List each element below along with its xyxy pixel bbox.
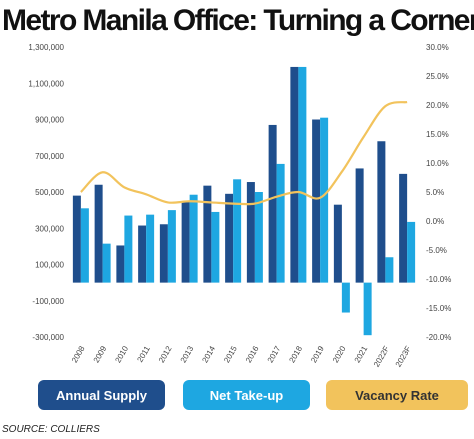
bar-annual-supply — [116, 245, 125, 283]
bar-net-takeup — [320, 117, 329, 283]
right-tick-label: 20.0% — [426, 101, 449, 110]
right-tick-label: 15.0% — [426, 130, 449, 139]
bar-net-takeup — [276, 163, 285, 283]
left-tick-label: 1,300,000 — [28, 43, 64, 52]
legend-vacancy-rate: Vacancy Rate — [326, 380, 468, 410]
bar-net-takeup — [167, 210, 176, 283]
bar-net-takeup — [80, 208, 89, 283]
vacancy-line-group — [80, 101, 408, 206]
chart-title: Metro Manila Office: Turning a Corner — [2, 4, 474, 37]
bar-net-takeup — [211, 211, 220, 283]
x-tick-label: 2018 — [287, 344, 304, 364]
x-tick-label: 2020 — [331, 344, 348, 364]
x-tick-label: 2008 — [70, 344, 87, 364]
bar-net-takeup — [254, 192, 263, 283]
left-tick-label: 900,000 — [35, 116, 64, 125]
left-tick-label: -100,000 — [32, 297, 64, 306]
x-tick-label: 2011 — [135, 344, 152, 364]
bar-annual-supply — [399, 173, 408, 283]
right-tick-label: -20.0% — [426, 333, 451, 342]
bar-annual-supply — [159, 224, 168, 283]
x-tick-label: 2013 — [179, 344, 196, 364]
bar-annual-supply — [268, 124, 277, 283]
x-tick-label: 2009 — [92, 344, 109, 364]
bar-annual-supply — [246, 182, 255, 283]
x-tick-label: 2010 — [113, 344, 130, 364]
bar-net-takeup — [407, 221, 416, 283]
right-tick-label: -10.0% — [426, 275, 451, 284]
left-tick-label: 700,000 — [35, 152, 64, 161]
bar-net-takeup — [146, 214, 155, 283]
bar-net-takeup — [298, 66, 307, 283]
bar-net-takeup — [385, 257, 394, 283]
x-tick-label: 2017 — [266, 344, 283, 364]
source-note: SOURCE: COLLIERS — [2, 424, 100, 435]
x-tick-label: 2012 — [157, 344, 174, 364]
right-tick-label: 0.0% — [426, 217, 444, 226]
bar-annual-supply — [94, 184, 103, 283]
bar-annual-supply — [181, 201, 190, 283]
x-tick-label: 2014 — [200, 344, 217, 364]
x-tick-label: 2022F — [372, 344, 391, 368]
bar-net-takeup — [341, 282, 350, 313]
bar-net-takeup — [233, 179, 242, 283]
bar-annual-supply — [312, 119, 321, 283]
x-axis-labels: 2008 2009 2010 2011 2012 2013 2014 2015 2016 2017… — [70, 344, 413, 369]
right-tick-label: -15.0% — [426, 304, 451, 313]
bar-annual-supply — [290, 66, 299, 283]
right-tick-label: 25.0% — [426, 72, 449, 81]
right-axis-ticks: 30.0% 25.0% 20.0% 15.0% 10.0% 5.0% 0.0% -5.0% -1… — [426, 43, 451, 342]
bar-annual-supply — [72, 195, 81, 283]
bars-group — [72, 66, 416, 336]
bar-net-takeup — [363, 282, 372, 336]
left-tick-label: 500,000 — [35, 188, 64, 197]
bar-net-takeup — [189, 194, 198, 283]
left-tick-label: -300,000 — [32, 333, 64, 342]
right-tick-label: 30.0% — [426, 43, 449, 52]
legend-annual-supply: Annual Supply — [38, 380, 165, 410]
right-tick-label: -5.0% — [426, 246, 447, 255]
left-tick-label: 100,000 — [35, 261, 64, 270]
bar-net-takeup — [102, 243, 111, 283]
left-tick-label: 300,000 — [35, 224, 64, 233]
x-tick-label: 2021 — [353, 344, 370, 364]
chart-plot: -300,000 -100,000 100,000 300,000 500,000 700… — [28, 43, 451, 369]
bar-annual-supply — [355, 168, 364, 283]
bar-annual-supply — [377, 141, 386, 283]
vacancy-rate-line — [80, 101, 408, 206]
right-tick-label: 10.0% — [426, 159, 449, 168]
left-axis-ticks: -300,000 -100,000 100,000 300,000 500,000 700… — [28, 43, 64, 342]
x-tick-label: 2023F — [394, 344, 413, 368]
bar-annual-supply — [138, 225, 147, 283]
x-tick-label: 2015 — [222, 344, 239, 364]
bar-annual-supply — [203, 185, 212, 283]
legend-net-takeup: Net Take-up — [183, 380, 310, 410]
bar-net-takeup — [124, 215, 133, 283]
right-tick-label: 5.0% — [426, 188, 444, 197]
bar-annual-supply — [225, 193, 234, 283]
x-tick-label: 2019 — [309, 344, 326, 364]
bar-annual-supply — [333, 204, 342, 283]
left-tick-label: 1,100,000 — [28, 79, 64, 88]
x-tick-label: 2016 — [244, 344, 261, 364]
